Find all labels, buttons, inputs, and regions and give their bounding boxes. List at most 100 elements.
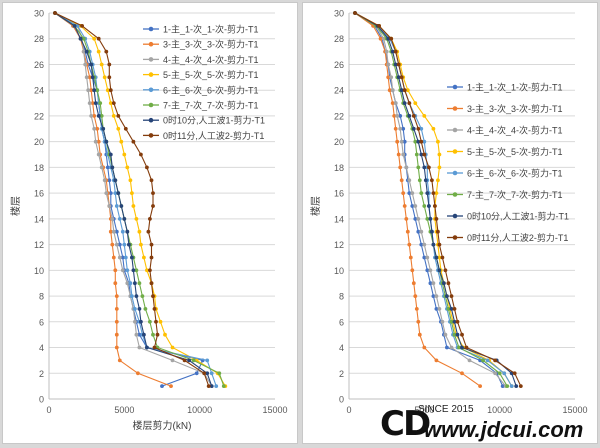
chart-2-series-3-point (410, 191, 415, 196)
chart-2-series-8-point (493, 358, 497, 363)
chart-1-series-3-point (170, 358, 175, 363)
chart-2-series-8-point (512, 371, 517, 376)
chart-1-series-8-point (152, 345, 157, 350)
chart-1-series-1-point (108, 191, 113, 196)
chart-2-series-4-point (405, 88, 410, 93)
chart-1-series-line-4 (54, 12, 226, 387)
chart-1-series-line-2 (54, 12, 172, 387)
chart-2-series-4-point (434, 191, 439, 196)
chart-1-series-4-point (108, 101, 113, 105)
chart-2-series-6-point (419, 191, 424, 196)
chart-1-series-8-point (155, 332, 160, 337)
chart-1-series-8-point (104, 49, 109, 54)
chart-2-series-3-point (422, 242, 427, 247)
chart-2-series-1-point (431, 294, 436, 298)
chart-2-series-2-point (396, 152, 401, 157)
chart-1-legend-swatch-marker (148, 87, 154, 93)
chart-1-legend-swatch-marker (148, 133, 154, 138)
chart-1-y-tick-label: 2 (39, 369, 44, 379)
chart-2-legend-label: 3-主_3-次_3-次-剪力-T1 (467, 103, 563, 114)
chart-1-series-7-point (93, 101, 98, 105)
chart-1-series-7-point (209, 384, 214, 388)
chart-1-y-tick-label: 6 (39, 317, 44, 327)
chart-2-series-8-point (377, 24, 381, 28)
chart-2-series-2-point (386, 75, 391, 80)
chart-2-y-tick-label: 8 (339, 292, 344, 302)
chart-1-series-7-point (130, 255, 134, 260)
chart-1-series-7-point (110, 165, 115, 170)
chart-1-series-2-point (89, 88, 94, 93)
chart-2-series-8-point (518, 384, 523, 388)
chart-2-y-tick-label: 22 (334, 111, 344, 121)
chart-2-y-tick-label: 0 (339, 395, 344, 405)
chart-2-series-4-point (413, 101, 418, 105)
chart-1-series-6-point (95, 88, 100, 93)
chart-2-series-2-point (399, 178, 404, 183)
chart-2-series-line-3 (354, 12, 507, 387)
chart-1-series-8-point (123, 126, 128, 131)
chart-1-series-6-point (137, 281, 142, 286)
chart-2-legend-swatch-marker (452, 170, 458, 176)
chart-2-series-1-point (410, 204, 415, 208)
chart-1-series-7-point (113, 178, 118, 183)
chart-2-series-7-point (390, 49, 395, 54)
chart-2-series-6-point (481, 358, 485, 363)
chart-1-series-1-point (114, 229, 119, 234)
chart-1-series-7-point (116, 191, 121, 196)
chart-1-series-3-point (93, 139, 98, 144)
chart-1-series-3-point (125, 281, 130, 286)
chart-2-series-1-point (407, 191, 412, 196)
chart-1-series-1-point (194, 371, 199, 376)
chart-2-series-3-point (437, 307, 442, 311)
chart-2-series-2-point (434, 358, 439, 363)
chart-1-series-2-point (114, 345, 119, 350)
chart-1-series-3-point (86, 88, 91, 93)
chart-2-y-tick-label: 16 (334, 189, 344, 199)
chart-1-legend-label: 6-主_6-次_6-次-剪力-T1 (163, 84, 259, 95)
chart-2-legend-swatch-marker (452, 84, 458, 90)
chart-2-legend-label: 0时10分,人工波1-剪力-T1 (467, 211, 569, 222)
chart-2-series-3-point (384, 49, 389, 54)
chart-1-series-4-point (134, 217, 139, 221)
chart-2-series-3-point (389, 75, 394, 80)
chart-1-series-6-point (99, 114, 104, 118)
chart-2-series-3-point (443, 332, 448, 337)
chart-1-series-3-point (120, 268, 125, 273)
chart-1-series-7-point (127, 242, 131, 247)
chart-2-series-8-point (431, 191, 436, 196)
chart-1-series-6-point (81, 36, 86, 41)
chart-2-series-6-point (505, 384, 510, 388)
chart-1-series-8-point (116, 114, 121, 118)
chart-1-series-line-1 (54, 12, 204, 387)
chart-2-series-2-point (416, 319, 421, 324)
chart-1-legend-label: 5-主_5-次_5-次-剪力-T1 (163, 69, 259, 80)
chart-1-series-3-point (134, 332, 139, 337)
chart-1-series-line-7 (54, 12, 213, 387)
chart-2-series-6-point (417, 178, 422, 183)
chart-2-x-tick-label: 10000 (487, 405, 512, 415)
chart-2-y-tick-label: 4 (339, 343, 344, 353)
chart-2-series-3-point (395, 114, 400, 118)
chart-1-series-7-point (133, 281, 137, 286)
chart-1-series-7-point (139, 319, 143, 324)
chart-2-series-3-point (398, 126, 403, 131)
chart-1-series-8-point (107, 75, 112, 80)
chart-1-series-8-point (149, 255, 154, 260)
chart-2-series-line-1 (354, 12, 504, 387)
chart-2-series-6-point (452, 332, 457, 337)
chart-2-series-8-point (353, 11, 357, 15)
chart-2-series-8-point (433, 204, 437, 208)
chart-2-series-1-point (428, 281, 433, 286)
chart-2-series-line-8 (354, 12, 522, 387)
chart-2-series-7-point (430, 229, 434, 234)
chart-2-y-tick-label: 14 (334, 214, 344, 224)
chart-2-series-2-point (395, 139, 400, 144)
chart-1-series-8-point (148, 217, 152, 221)
chart-1-series-7-point (101, 126, 106, 131)
chart-2-series-6-point (422, 204, 427, 208)
chart-1-series-7-point (122, 217, 127, 221)
chart-1-y-tick-label: 22 (34, 111, 44, 121)
chart-2-series-6-point (414, 152, 419, 157)
chart-2-series-4-point (437, 165, 442, 170)
chart-2-series-8-point (452, 307, 457, 311)
